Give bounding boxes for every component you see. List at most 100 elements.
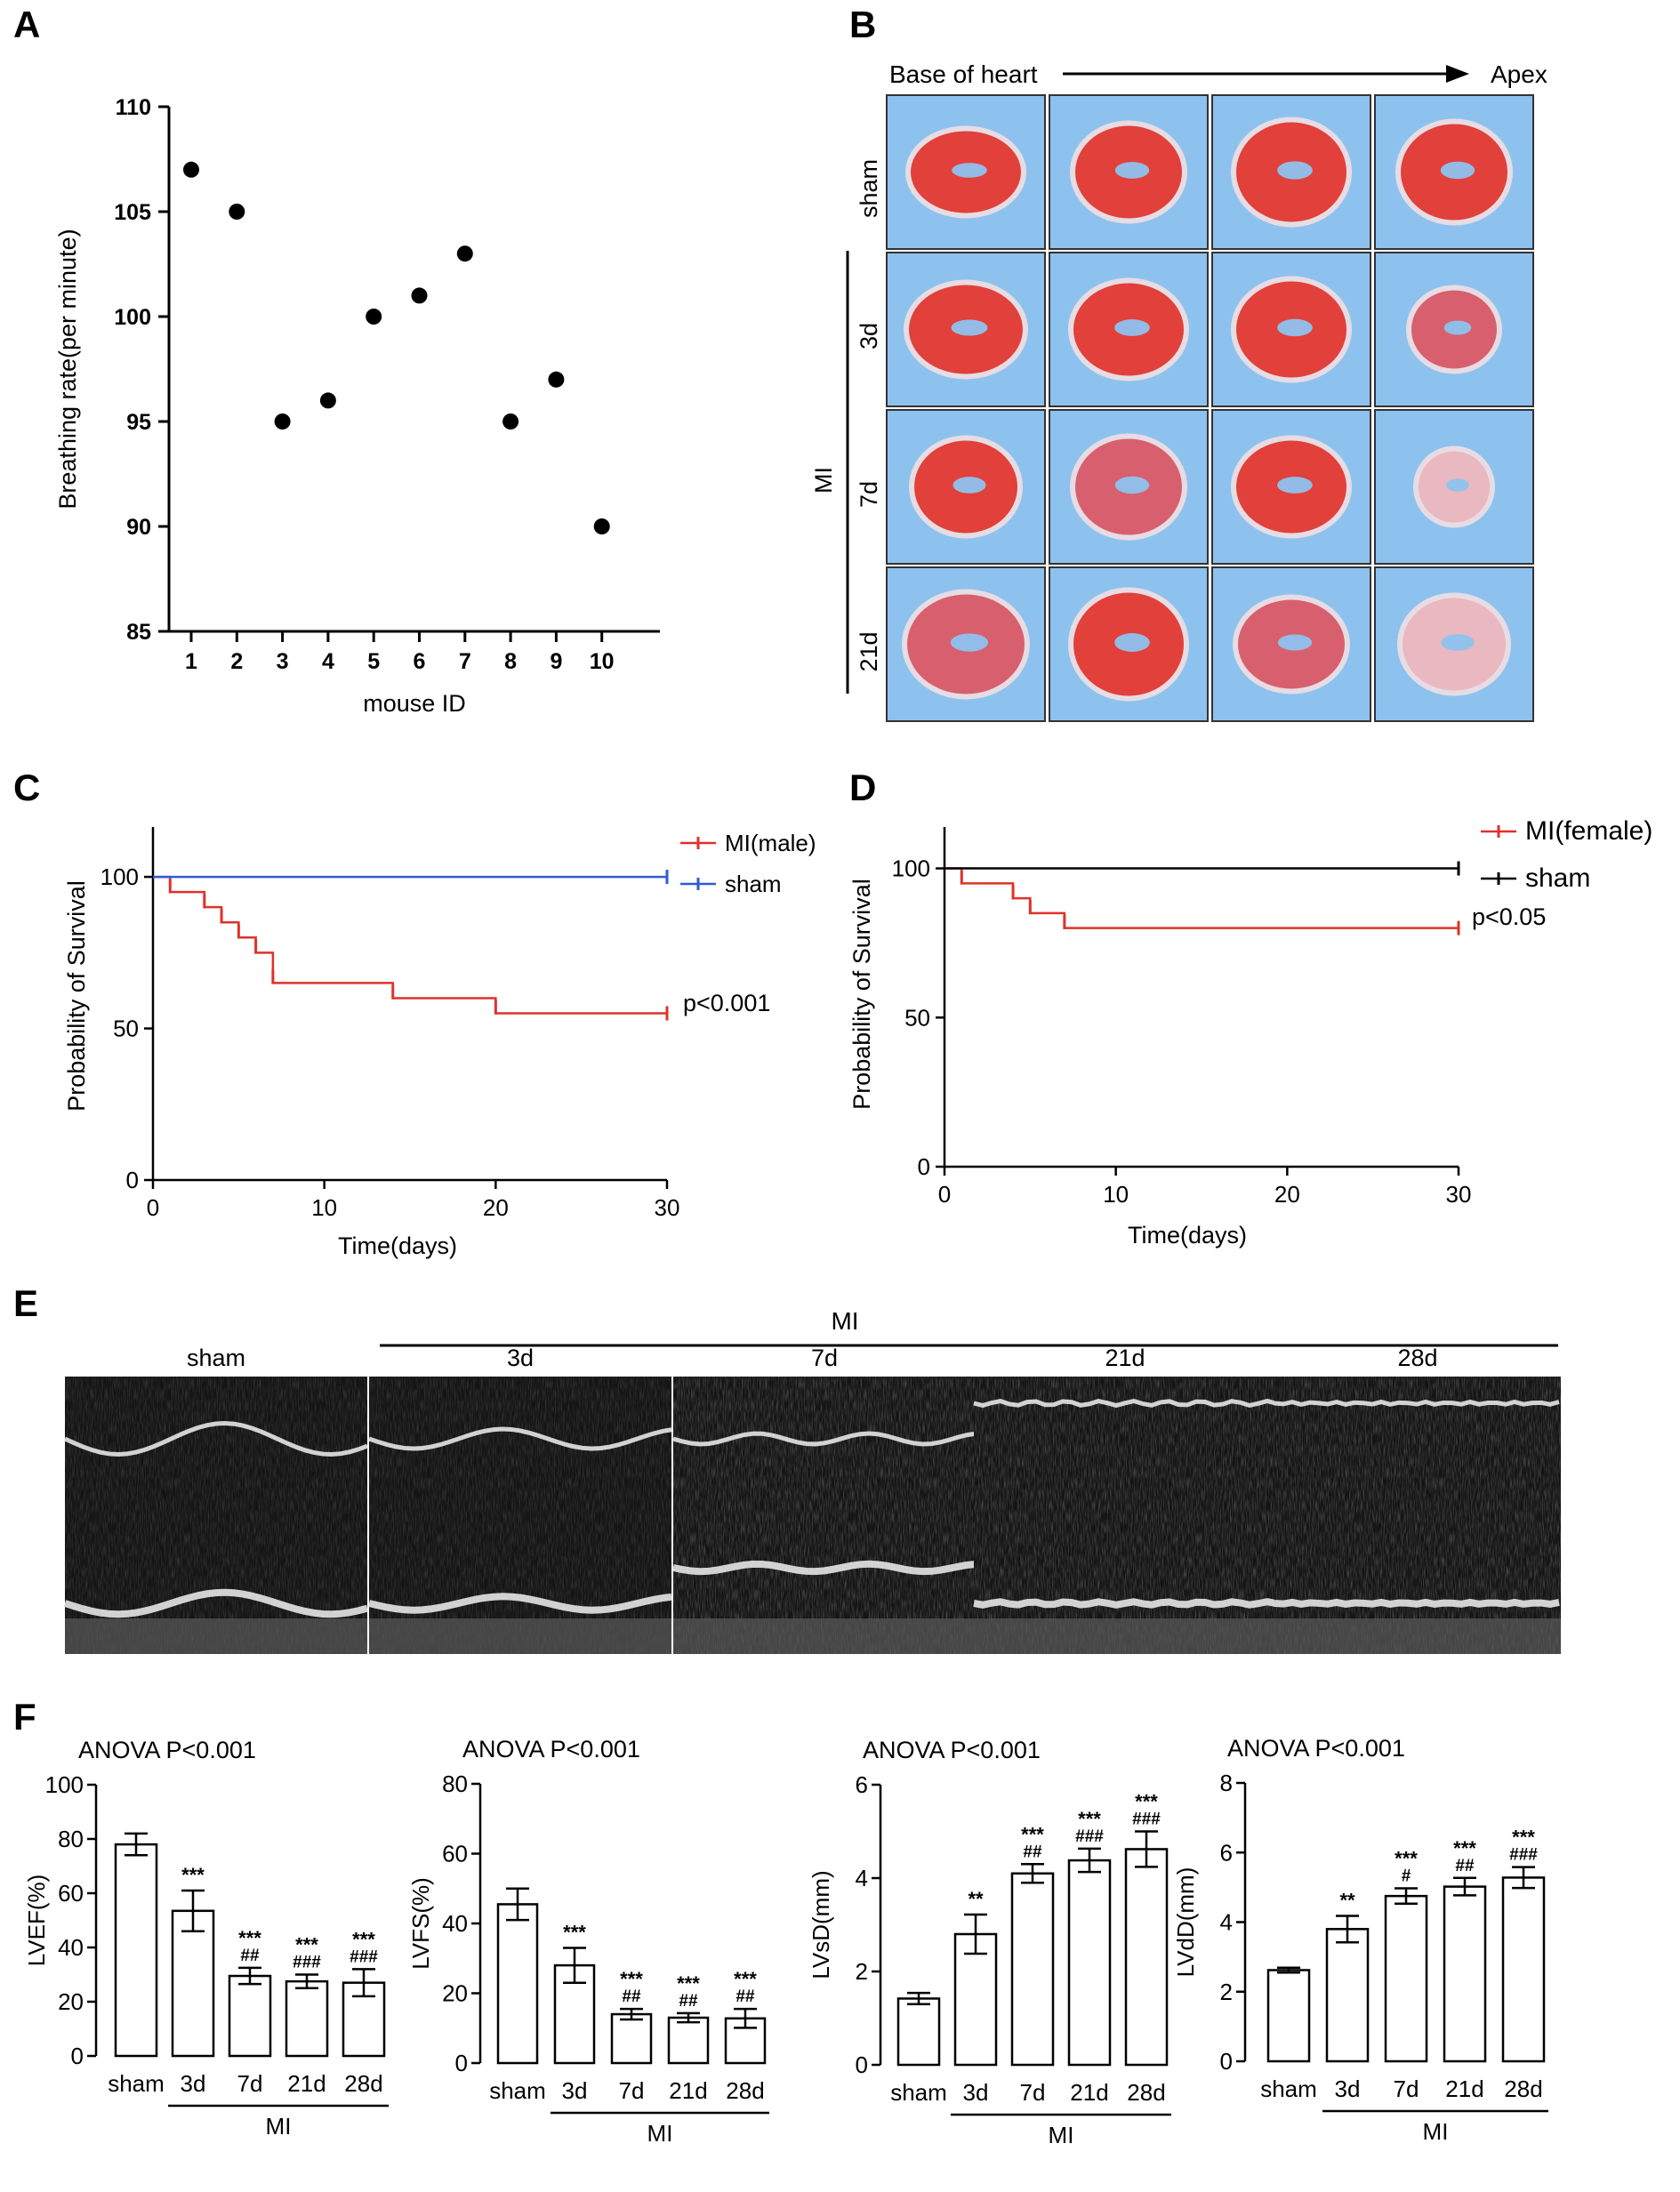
x-tick-label: sham (489, 2077, 546, 2104)
y-tick-label: 40 (58, 1934, 84, 1961)
x-tick-label: 10 (1103, 1181, 1129, 1208)
hash-annotation: ### (350, 1947, 378, 1966)
significance-stars: *** (181, 1864, 205, 1886)
panel-b-heart-slices: Base of heart Apex sham 3d 7d 21d MI (810, 60, 1547, 722)
hash-annotation: ### (1132, 1811, 1161, 1829)
echo-wall-trace (1274, 1399, 1560, 1407)
ventricle-lumen (953, 477, 986, 494)
orientation-right-label: Apex (1491, 60, 1547, 88)
ventricle-lumen (1114, 319, 1150, 336)
x-tick-label: 20 (483, 1194, 509, 1221)
panel-letter-a: A (13, 4, 40, 45)
significance-stars: *** (1512, 1827, 1535, 1849)
echo-posterior-band (65, 1618, 367, 1654)
chart-title: ANOVA P<0.001 (462, 1736, 640, 1762)
x-tick-label: 8 (504, 649, 517, 674)
bar (896, 1997, 941, 2067)
y-axis-label: LVdD(mm) (1172, 1867, 1199, 1978)
x-tick-label: sham (1260, 2076, 1317, 2102)
y-tick-label: 100 (100, 863, 139, 890)
panel-f-lvdd-bar-chart: ANOVA P<0.00102468LVdD(mm)sham**3d#***7d… (1172, 1735, 1548, 2145)
panel-f-lvef-bar-chart: ANOVA P<0.001 0 20 40 60 80 100 LVEF(%) sham *** 3… (23, 1737, 389, 2140)
x-tick-label: sham (108, 2070, 165, 2097)
bar (1067, 1859, 1112, 2067)
significance-stars: *** (1021, 1823, 1044, 1845)
data-point (366, 309, 382, 325)
x-tick-label: 10 (590, 649, 615, 674)
echo-wall-trace (368, 1593, 672, 1614)
y-tick-label: 4 (1220, 1909, 1233, 1936)
legend-label: MI(male) (725, 830, 816, 856)
ventricle-lumen (1277, 477, 1313, 494)
echo-posterior-band (369, 1618, 671, 1654)
ventricle-lumen (1277, 318, 1313, 337)
significance-stars: *** (1078, 1808, 1101, 1830)
hash-annotation: ## (1023, 1843, 1042, 1861)
significance-stars: ** (1339, 1889, 1355, 1911)
hash-annotation: ## (240, 1947, 260, 1965)
x-tick-label: 7d (1020, 2079, 1046, 2106)
x-tick-label: 3d (963, 2079, 989, 2106)
slice-grid (886, 94, 1534, 722)
panel-letter-d: D (849, 767, 876, 808)
y-tick-label: 100 (892, 855, 930, 882)
y-tick-label: 50 (113, 1016, 139, 1042)
x-tick-label: 4 (322, 649, 334, 674)
echo-speckle (974, 1377, 1276, 1654)
mi-group-label: MI (810, 467, 837, 494)
x-tick-label: 21d (287, 2070, 326, 2097)
significance-stars: *** (295, 1934, 318, 1956)
x-tick-label: 30 (655, 1194, 680, 1221)
x-axis-label: mouse ID (363, 690, 466, 717)
hash-annotation: ## (622, 1987, 641, 2006)
x-tick-label: 5 (367, 649, 380, 674)
p-value-annotation: p<0.05 (1472, 903, 1546, 930)
mi-group-label: MI (831, 1307, 858, 1335)
y-tick-label: 0 (455, 2050, 468, 2076)
panel-c-survival-chart: 0 50 100 0 10 20 30 MI(male) sham p<0.001 Time(d… (63, 827, 816, 1259)
ventricle-lumen (950, 633, 989, 652)
bar (1501, 1876, 1546, 2063)
hash-annotation: ### (293, 1954, 321, 1972)
data-point (593, 518, 610, 534)
x-tick-label: 3d (562, 2077, 588, 2104)
ventricle-lumen (1446, 478, 1469, 492)
y-tick-label: 105 (114, 200, 151, 225)
mi-group-label: MI (1049, 2122, 1074, 2148)
y-tick-label: 6 (856, 1771, 868, 1798)
ventricle-lumen (1443, 320, 1472, 335)
y-axis-label: LVFS(%) (407, 1877, 434, 1970)
significance-stars: *** (563, 1921, 586, 1943)
y-tick-label: 0 (856, 2051, 868, 2078)
x-tick-label: 2 (230, 649, 243, 674)
echo-wall-trace (368, 1426, 672, 1451)
bar (496, 1903, 539, 2065)
bar (1266, 1969, 1311, 2063)
x-tick-label: 28d (344, 2070, 382, 2097)
bar (1010, 1872, 1055, 2067)
arrow-right-icon (1446, 65, 1469, 83)
hash-annotation: ## (736, 1987, 755, 2006)
y-axis-label: LVEF(%) (23, 1875, 50, 1967)
x-tick-label: 3d (181, 2070, 206, 2097)
bar (1124, 1848, 1169, 2067)
echo-label: 21d (1105, 1345, 1145, 1371)
y-tick-label: 50 (904, 1004, 930, 1031)
echo-wall-trace (672, 1431, 977, 1447)
hash-annotation: # (1402, 1867, 1411, 1886)
ventricle-lumen (1277, 634, 1313, 651)
echo-posterior-band (974, 1618, 1276, 1654)
chart-title: ANOVA P<0.001 (78, 1737, 256, 1763)
x-tick-label: 3 (277, 649, 289, 674)
panel-letter-e: E (13, 1282, 38, 1324)
y-tick-label: 110 (116, 95, 151, 120)
echo-label: 28d (1397, 1345, 1437, 1371)
panel-f-lvsd-bar-chart: ANOVA P<0.0010246LVsD(mm)sham**3d##***7d… (808, 1737, 1171, 2148)
x-axis-label: Time(days) (338, 1232, 457, 1259)
bar (610, 2012, 653, 2065)
y-tick-label: 60 (442, 1841, 468, 1867)
mi-group-label: MI (266, 2113, 292, 2140)
x-tick-label: 28d (726, 2077, 764, 2104)
y-axis-label: Probability of Survival (848, 879, 875, 1110)
panel-letter-b: B (849, 4, 876, 45)
